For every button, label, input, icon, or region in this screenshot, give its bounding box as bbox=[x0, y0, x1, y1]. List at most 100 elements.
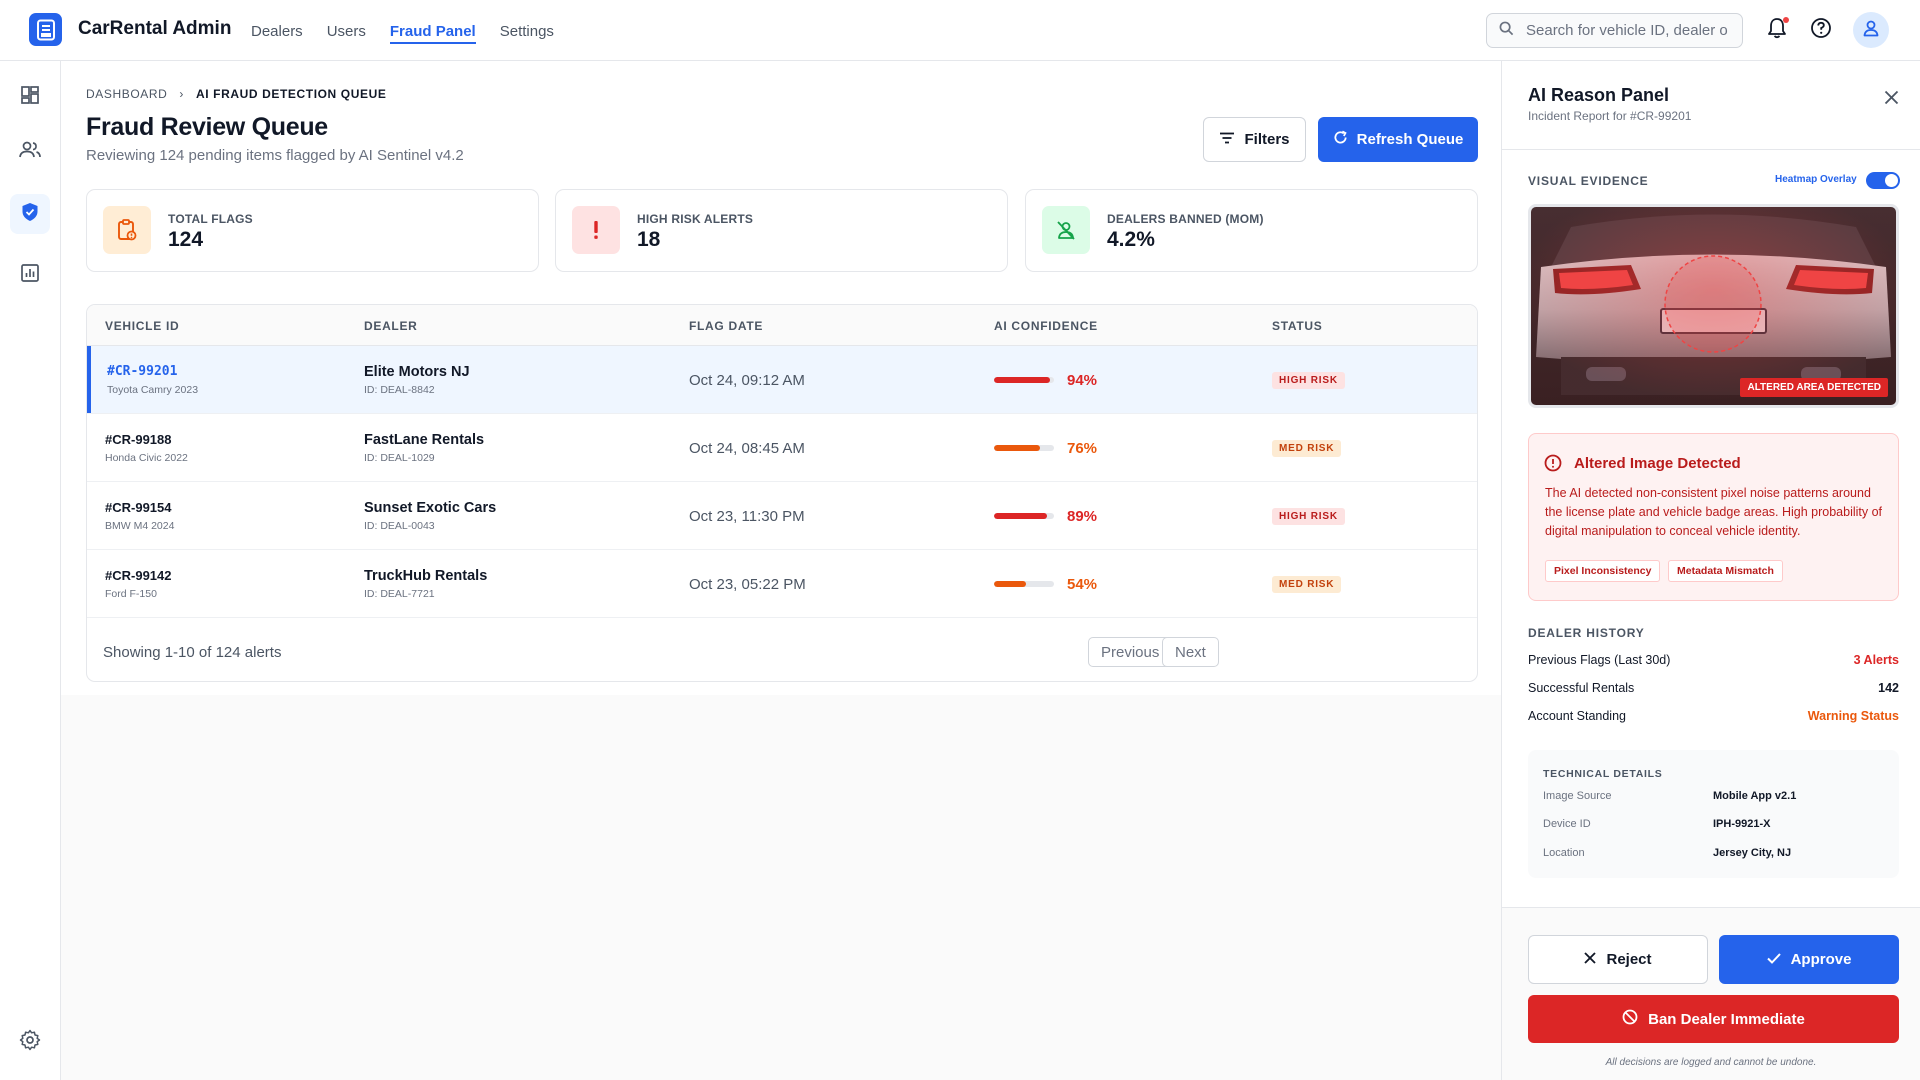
confidence-bar bbox=[994, 513, 1054, 519]
table-footer: Showing 1-10 of 124 alerts Previous Next bbox=[87, 622, 1477, 681]
history-label: Previous Flags (Last 30d) bbox=[1528, 653, 1671, 667]
evidence-image[interactable]: ALTERED AREA DETECTED bbox=[1528, 204, 1899, 408]
page-subtitle: Reviewing 124 pending items flagged by A… bbox=[86, 147, 464, 164]
column-header-ai-confidence[interactable]: AI CONFIDENCE bbox=[994, 319, 1098, 333]
stat-label: TOTAL FLAGS bbox=[168, 212, 253, 226]
tech-value: Jersey City, NJ bbox=[1713, 847, 1792, 859]
gear-icon bbox=[19, 1029, 41, 1056]
table-row[interactable]: #CR-99201 Toyota Camry 2023 Elite Motors… bbox=[87, 346, 1477, 414]
table-row[interactable]: #CR-99188 Honda Civic 2022 FastLane Rent… bbox=[87, 414, 1477, 482]
panel-header: AI Reason Panel Incident Report for #CR-… bbox=[1502, 61, 1920, 150]
search-input[interactable] bbox=[1526, 22, 1736, 39]
stat-value: 18 bbox=[637, 228, 661, 251]
sidebar-item-settings[interactable] bbox=[10, 1022, 50, 1062]
sidebar-item-fraud[interactable] bbox=[10, 194, 50, 234]
altered-image-alert: Altered Image Detected The AI detected n… bbox=[1528, 433, 1899, 601]
history-row: Previous Flags (Last 30d) 3 Alerts bbox=[1528, 653, 1899, 667]
close-icon bbox=[1884, 90, 1899, 110]
notifications-button[interactable] bbox=[1761, 14, 1793, 46]
confidence-bar bbox=[994, 581, 1054, 587]
pagination-info: Showing 1-10 of 124 alerts bbox=[103, 644, 282, 661]
dealer-id: ID: DEAL-0043 bbox=[364, 520, 435, 532]
tech-label: Device ID bbox=[1543, 818, 1591, 830]
app-title: CarRental Admin bbox=[78, 18, 232, 39]
visual-evidence-title: VISUAL EVIDENCE bbox=[1528, 174, 1649, 188]
top-bar: CarRental Admin Dealers Users Fraud Pane… bbox=[0, 0, 1920, 61]
search-icon bbox=[1499, 21, 1514, 41]
column-header-flag-date[interactable]: FLAG DATE bbox=[689, 319, 764, 333]
close-panel-button[interactable] bbox=[1880, 89, 1902, 111]
table-row[interactable]: #CR-99154 BMW M4 2024 Sunset Exotic Cars… bbox=[87, 482, 1477, 550]
status-badge: MED RISK bbox=[1272, 440, 1342, 457]
sidebar-item-reports[interactable] bbox=[10, 255, 50, 295]
dealer-id: ID: DEAL-7721 bbox=[364, 588, 435, 600]
sidebar-item-dashboard[interactable] bbox=[10, 77, 50, 117]
help-button[interactable] bbox=[1805, 14, 1837, 46]
tech-label: Location bbox=[1543, 847, 1585, 859]
app-logo-icon[interactable] bbox=[29, 13, 62, 46]
history-value: 3 Alerts bbox=[1853, 653, 1899, 667]
main-nav: Dealers Users Fraud Panel Settings bbox=[251, 0, 554, 61]
flag-date: Oct 24, 08:45 AM bbox=[689, 440, 805, 457]
heatmap-overlay-toggle[interactable] bbox=[1866, 172, 1900, 189]
notification-dot bbox=[1783, 17, 1789, 23]
panel-subtitle: Incident Report for #CR-99201 bbox=[1528, 109, 1692, 123]
user-avatar[interactable] bbox=[1853, 12, 1889, 48]
column-header-status[interactable]: STATUS bbox=[1272, 319, 1323, 333]
previous-page-button[interactable]: Previous bbox=[1088, 637, 1173, 667]
user-icon bbox=[1862, 19, 1880, 42]
nav-users[interactable]: Users bbox=[326, 23, 366, 40]
nav-settings[interactable]: Settings bbox=[499, 23, 554, 40]
vehicle-model: Honda Civic 2022 bbox=[105, 452, 188, 464]
clipboard-alert-icon bbox=[103, 206, 151, 254]
filters-button[interactable]: Filters bbox=[1203, 117, 1306, 162]
approve-button[interactable]: Approve bbox=[1719, 935, 1899, 984]
stat-label: DEALERS BANNED (MOM) bbox=[1107, 212, 1264, 226]
reject-button[interactable]: Reject bbox=[1528, 935, 1708, 984]
vehicle-id[interactable]: #CR-99201 bbox=[107, 364, 178, 379]
bell-icon bbox=[1767, 17, 1787, 44]
dealer-name: Elite Motors NJ bbox=[364, 364, 470, 380]
breadcrumb-dashboard[interactable]: DASHBOARD bbox=[86, 87, 168, 101]
dashboard-icon bbox=[20, 85, 40, 110]
table-header: VEHICLE ID DEALER FLAG DATE AI CONFIDENC… bbox=[87, 305, 1477, 346]
confidence-bar-fill bbox=[994, 513, 1048, 519]
vehicle-model: Toyota Camry 2023 bbox=[107, 384, 199, 396]
confidence-bar bbox=[994, 445, 1054, 451]
refresh-icon bbox=[1333, 130, 1348, 149]
decision-actions: Reject Approve Ban Dealer Immediate All … bbox=[1502, 907, 1920, 1080]
column-header-dealer[interactable]: DEALER bbox=[364, 319, 418, 333]
stat-card-dealers-banned: DEALERS BANNED (MOM) 4.2% bbox=[1025, 189, 1478, 272]
shield-icon bbox=[21, 202, 39, 227]
table-row[interactable]: #CR-99142 Ford F-150 TruckHub Rentals ID… bbox=[87, 550, 1477, 618]
confidence-value: 94% bbox=[1067, 372, 1098, 389]
page-title: Fraud Review Queue bbox=[86, 113, 328, 141]
dealer-id: ID: DEAL-8842 bbox=[364, 384, 435, 396]
nav-fraud-panel[interactable]: Fraud Panel bbox=[389, 21, 476, 44]
dealer-name: Sunset Exotic Cars bbox=[364, 500, 497, 516]
nav-dealers[interactable]: Dealers bbox=[251, 23, 303, 40]
dealer-name: TruckHub Rentals bbox=[364, 568, 488, 584]
panel-title: AI Reason Panel bbox=[1528, 85, 1670, 105]
tech-value: IPH-9921-X bbox=[1713, 818, 1771, 830]
dealer-history-title: DEALER HISTORY bbox=[1528, 626, 1645, 640]
vehicle-id[interactable]: #CR-99188 bbox=[105, 432, 172, 447]
tag-metadata-mismatch: Metadata Mismatch bbox=[1668, 560, 1783, 582]
vehicle-id[interactable]: #CR-99154 bbox=[105, 500, 172, 515]
stat-card-high-risk: HIGH RISK ALERTS 18 bbox=[555, 189, 1008, 272]
history-row: Account Standing Warning Status bbox=[1528, 709, 1899, 723]
bar-chart-icon bbox=[20, 263, 40, 288]
column-header-vehicle-id[interactable]: VEHICLE ID bbox=[105, 319, 180, 333]
status-badge: HIGH RISK bbox=[1272, 372, 1345, 389]
ban-dealer-button[interactable]: Ban Dealer Immediate bbox=[1528, 995, 1899, 1043]
sidebar-item-users[interactable] bbox=[10, 132, 50, 172]
next-page-button[interactable]: Next bbox=[1162, 637, 1219, 667]
breadcrumb: DASHBOARD › AI FRAUD DETECTION QUEUE bbox=[86, 87, 386, 101]
filter-icon bbox=[1219, 131, 1235, 148]
exclamation-icon bbox=[572, 206, 620, 254]
vehicle-id[interactable]: #CR-99142 bbox=[105, 568, 172, 583]
vehicle-model: Ford F-150 bbox=[105, 588, 157, 600]
confidence-bar-fill bbox=[994, 581, 1027, 587]
close-icon bbox=[1584, 951, 1597, 968]
refresh-queue-button[interactable]: Refresh Queue bbox=[1318, 117, 1478, 162]
